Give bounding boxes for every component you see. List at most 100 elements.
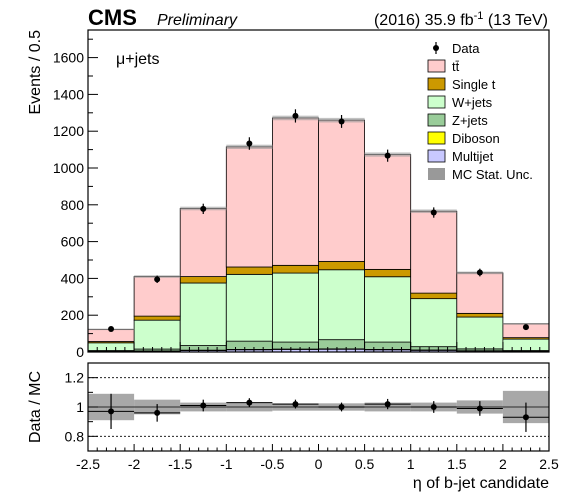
legend-zjets-label: Z+jets — [452, 113, 488, 128]
data-point-1 — [154, 276, 161, 283]
bar-zjets-3 — [225, 340, 273, 350]
x-tick-label: -2 — [128, 456, 141, 472]
bar-zjets-4 — [271, 341, 319, 350]
ratio-plot-panel: -2.5 -2 -1.5 -1 -0.5 0 0.5 1 1.5 2 2.5 0.8 1 1.2 — [65, 370, 559, 472]
luminosity-exponent: -1 — [474, 10, 484, 22]
main-y-tick-label: 800 — [61, 197, 85, 213]
bar-zjets-7 — [410, 346, 458, 351]
bar-tt-6 — [364, 154, 412, 270]
ratio-point-0 — [108, 408, 115, 415]
legend-singlet-label: Single t — [452, 77, 496, 92]
x-axis-title: η of b-jet candidate — [413, 475, 549, 492]
bar-singlet-5 — [318, 261, 365, 271]
ratio-y-tick-label: 1.2 — [65, 370, 85, 386]
main-y-tick-label: 400 — [61, 270, 85, 286]
x-tick-label: -2.5 — [76, 456, 100, 472]
data-point-0 — [108, 326, 115, 332]
bar-wjets-3 — [225, 273, 273, 342]
data-point-9 — [522, 324, 529, 331]
bar-zjets-2 — [179, 345, 227, 351]
bar-tt-4 — [271, 117, 319, 266]
legend-wjets-label: W+jets — [452, 95, 493, 110]
bar-singlet-7 — [410, 292, 458, 300]
x-tick-label: -0.5 — [260, 456, 284, 472]
bar-wjets-4 — [271, 272, 319, 343]
bar-zjets-5 — [318, 339, 365, 350]
bar-wjets-7 — [410, 298, 458, 348]
x-tick-label: -1 — [220, 456, 233, 472]
bar-tt-2 — [179, 208, 227, 277]
data-point-2 — [200, 205, 207, 212]
legend-mcstatunc-swatch — [428, 168, 445, 180]
bar-singlet-3 — [225, 266, 273, 275]
data-point-6 — [384, 152, 391, 159]
ratio-y-axis-title: Data / MC — [27, 371, 44, 443]
bar-tt-3 — [225, 146, 273, 268]
ratio-point-5 — [338, 404, 345, 410]
bar-singlet-4 — [271, 264, 319, 274]
data-point-8 — [476, 269, 483, 276]
ratio-y-tick-label: 1 — [76, 399, 84, 415]
x-tick-label: 1 — [407, 456, 415, 472]
bar-tt-8 — [456, 272, 504, 314]
bar-wjets-0 — [87, 342, 135, 351]
data-point-7 — [430, 209, 437, 216]
energy-value: (13 TeV) — [483, 12, 548, 29]
main-plot-panel: 0 200 400 600 800 1000 1200 1400 1600 — [53, 38, 550, 360]
ratio-y-tick-label: 0.8 — [65, 428, 85, 444]
bar-zjets-6 — [364, 341, 412, 350]
x-tick-label: 1.5 — [447, 456, 467, 472]
bar-wjets-1 — [133, 319, 181, 350]
ratio-point-9 — [522, 414, 529, 421]
ratio-point-1 — [154, 409, 161, 416]
main-y-tick-label: 1000 — [53, 160, 84, 176]
x-tick-label: 2 — [499, 456, 507, 472]
legend-tt-swatch — [427, 59, 446, 73]
data-point-3 — [246, 140, 253, 147]
main-y-tick-label: 200 — [61, 307, 85, 323]
legend: Data tt̄ Single t W+jets Z+jets Diboson Multij… — [427, 41, 533, 182]
ratio-point-4 — [292, 401, 299, 408]
legend-zjets-swatch — [427, 113, 446, 127]
data-point-4 — [292, 112, 299, 119]
bar-wjets-9 — [502, 338, 550, 351]
legend-multijet-label: Multijet — [452, 149, 494, 164]
legend-singlet-swatch — [427, 77, 446, 91]
legend-tt-label: tt̄ — [452, 59, 460, 74]
legend-mcstatunc-label: MC Stat. Unc. — [452, 167, 533, 182]
main-y-tick-label: 600 — [61, 234, 85, 250]
bar-wjets-6 — [364, 276, 412, 343]
main-y-tick-label: 1600 — [53, 50, 84, 66]
luminosity-value: (2016) 35.9 fb — [374, 12, 474, 29]
ratio-point-7 — [430, 404, 437, 410]
ratio-plot-frame — [87, 362, 550, 452]
bar-wjets-8 — [456, 316, 504, 350]
bar-singlet-1 — [133, 315, 181, 321]
experiment-label: CMS — [88, 5, 137, 30]
data-point-5 — [338, 118, 345, 125]
legend-multijet-swatch — [427, 149, 446, 163]
main-y-tick-label: 1400 — [53, 86, 84, 102]
bar-singlet-2 — [179, 276, 227, 284]
x-tick-label: 0.5 — [355, 456, 375, 472]
bar-wjets-2 — [179, 282, 227, 346]
luminosity-label: (2016) 35.9 fb-1 (13 TeV) — [374, 10, 548, 29]
ratio-point-8 — [476, 405, 483, 412]
bar-wjets-5 — [318, 269, 365, 341]
ratio-point-3 — [246, 399, 253, 406]
status-label: Preliminary — [157, 12, 238, 29]
mc-unc-band-9 — [502, 323, 549, 325]
legend-data-label: Data — [452, 41, 480, 56]
bar-tt-5 — [318, 119, 365, 262]
bar-tt-1 — [133, 276, 181, 317]
main-plot-frame — [87, 29, 550, 353]
main-y-axis-title: Events / 0.5 — [27, 30, 44, 115]
main-y-tick-label: 0 — [76, 344, 84, 360]
legend-diboson-swatch — [427, 131, 446, 145]
legend-diboson-label: Diboson — [452, 131, 500, 146]
bar-singlet-6 — [364, 268, 412, 278]
main-y-tick-label: 1200 — [53, 123, 84, 139]
bar-tt-7 — [410, 210, 458, 294]
x-tick-label: 0 — [315, 456, 323, 472]
